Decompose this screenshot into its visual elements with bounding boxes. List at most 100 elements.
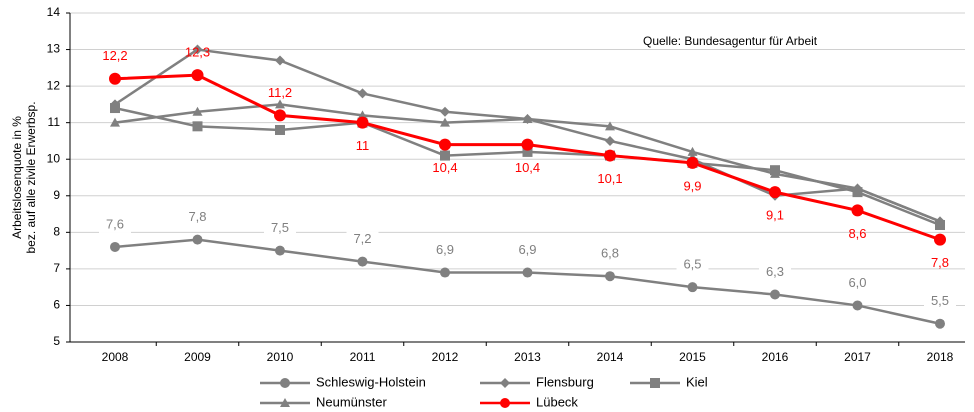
data-label: 6,9 xyxy=(518,242,536,257)
data-point xyxy=(357,256,368,267)
data-label: 7,6 xyxy=(106,216,124,231)
x-tick-label: 2014 xyxy=(597,350,624,364)
legend-marker xyxy=(500,378,510,388)
data-point xyxy=(852,300,863,311)
data-label: 12,3 xyxy=(185,45,210,60)
label-background xyxy=(594,246,626,263)
source-annotation: Quelle: Bundesagentur für Arbeit xyxy=(643,34,818,48)
label-background xyxy=(676,257,709,274)
data-label: 6,0 xyxy=(848,275,866,290)
y-tick-label: 10 xyxy=(47,151,61,165)
x-tick-label: 2018 xyxy=(927,350,954,364)
data-label: 6,8 xyxy=(601,246,619,261)
data-label: 7,8 xyxy=(188,209,206,224)
data-point xyxy=(275,55,285,66)
data-point xyxy=(687,282,698,293)
x-tick-label: 2010 xyxy=(267,350,294,364)
data-point xyxy=(687,146,698,156)
data-point xyxy=(274,109,286,122)
data-label: 11,2 xyxy=(268,85,292,100)
legend-label: Neumünster xyxy=(316,394,387,409)
data-point xyxy=(604,149,616,162)
y-axis-label: Arbeitslosenquote in % xyxy=(10,116,24,239)
label-background xyxy=(924,293,956,310)
x-tick-label: 2011 xyxy=(350,350,376,364)
data-point xyxy=(440,117,450,127)
data-label: 7,2 xyxy=(353,231,371,246)
data-point xyxy=(934,233,946,246)
data-point xyxy=(275,245,285,256)
data-label: 6,3 xyxy=(766,264,784,279)
y-axis-label: bez. auf alle zivile Erwerbsp. xyxy=(24,101,38,253)
data-label: 7,8 xyxy=(931,255,949,270)
data-point xyxy=(686,156,699,169)
data-point xyxy=(192,106,203,116)
legend-marker xyxy=(280,378,290,388)
y-tick-label: 5 xyxy=(53,334,60,348)
y-tick-label: 13 xyxy=(47,42,61,56)
data-point xyxy=(521,138,534,151)
data-label: 10,4 xyxy=(432,160,457,175)
x-tick-label: 2009 xyxy=(184,350,211,364)
data-point xyxy=(522,267,533,278)
data-point xyxy=(192,234,203,245)
label-background xyxy=(429,242,461,259)
label-background xyxy=(181,209,214,226)
label-background xyxy=(841,275,874,292)
data-point xyxy=(769,186,781,199)
x-tick-label: 2012 xyxy=(432,350,459,364)
data-point xyxy=(192,121,203,132)
legend-marker xyxy=(280,398,290,407)
data-label: 10,4 xyxy=(515,160,540,175)
data-point xyxy=(440,106,450,117)
y-tick-label: 11 xyxy=(48,115,61,129)
legend-label: Kiel xyxy=(686,374,708,389)
data-point xyxy=(439,138,451,151)
data-point xyxy=(192,44,203,55)
x-tick-label: 2013 xyxy=(514,350,541,364)
data-point xyxy=(110,103,120,114)
data-point xyxy=(522,114,533,124)
y-tick-label: 9 xyxy=(53,188,60,202)
data-point xyxy=(440,150,450,161)
legend-label: Schleswig-Holstein xyxy=(316,374,426,389)
label-background xyxy=(346,231,379,248)
data-point xyxy=(356,116,369,129)
data-point xyxy=(770,289,780,300)
data-point xyxy=(522,146,533,157)
legend-label: Flensburg xyxy=(536,374,594,389)
data-point xyxy=(357,88,368,99)
data-point xyxy=(605,271,615,282)
data-label: 6,9 xyxy=(436,242,454,257)
legend-marker xyxy=(500,398,510,408)
label-background xyxy=(99,216,131,233)
data-point xyxy=(357,110,368,120)
data-label: 12,2 xyxy=(102,48,127,63)
data-label: 11 xyxy=(356,138,370,153)
x-tick-label: 2015 xyxy=(679,350,706,364)
data-label: 10,1 xyxy=(597,171,622,186)
data-point xyxy=(935,318,945,329)
data-point xyxy=(605,121,615,131)
y-tick-label: 14 xyxy=(47,5,61,19)
y-tick-label: 12 xyxy=(47,78,61,92)
data-label: 9,9 xyxy=(683,178,701,193)
y-tick-label: 8 xyxy=(53,225,60,239)
data-point xyxy=(440,267,450,278)
data-point xyxy=(275,99,285,109)
x-tick-label: 2016 xyxy=(762,350,789,364)
legend-label: Lübeck xyxy=(536,394,578,409)
data-label: 7,5 xyxy=(271,220,289,235)
data-point xyxy=(109,72,121,85)
y-tick-label: 6 xyxy=(53,298,60,312)
data-point xyxy=(191,69,204,82)
data-point xyxy=(275,124,285,135)
data-label: 8,6 xyxy=(848,226,866,241)
data-point xyxy=(770,168,780,178)
series-line xyxy=(114,73,941,242)
data-label: 6,5 xyxy=(683,257,701,272)
data-label: 5,5 xyxy=(931,293,949,308)
data-point xyxy=(851,204,864,217)
data-point xyxy=(852,183,863,193)
